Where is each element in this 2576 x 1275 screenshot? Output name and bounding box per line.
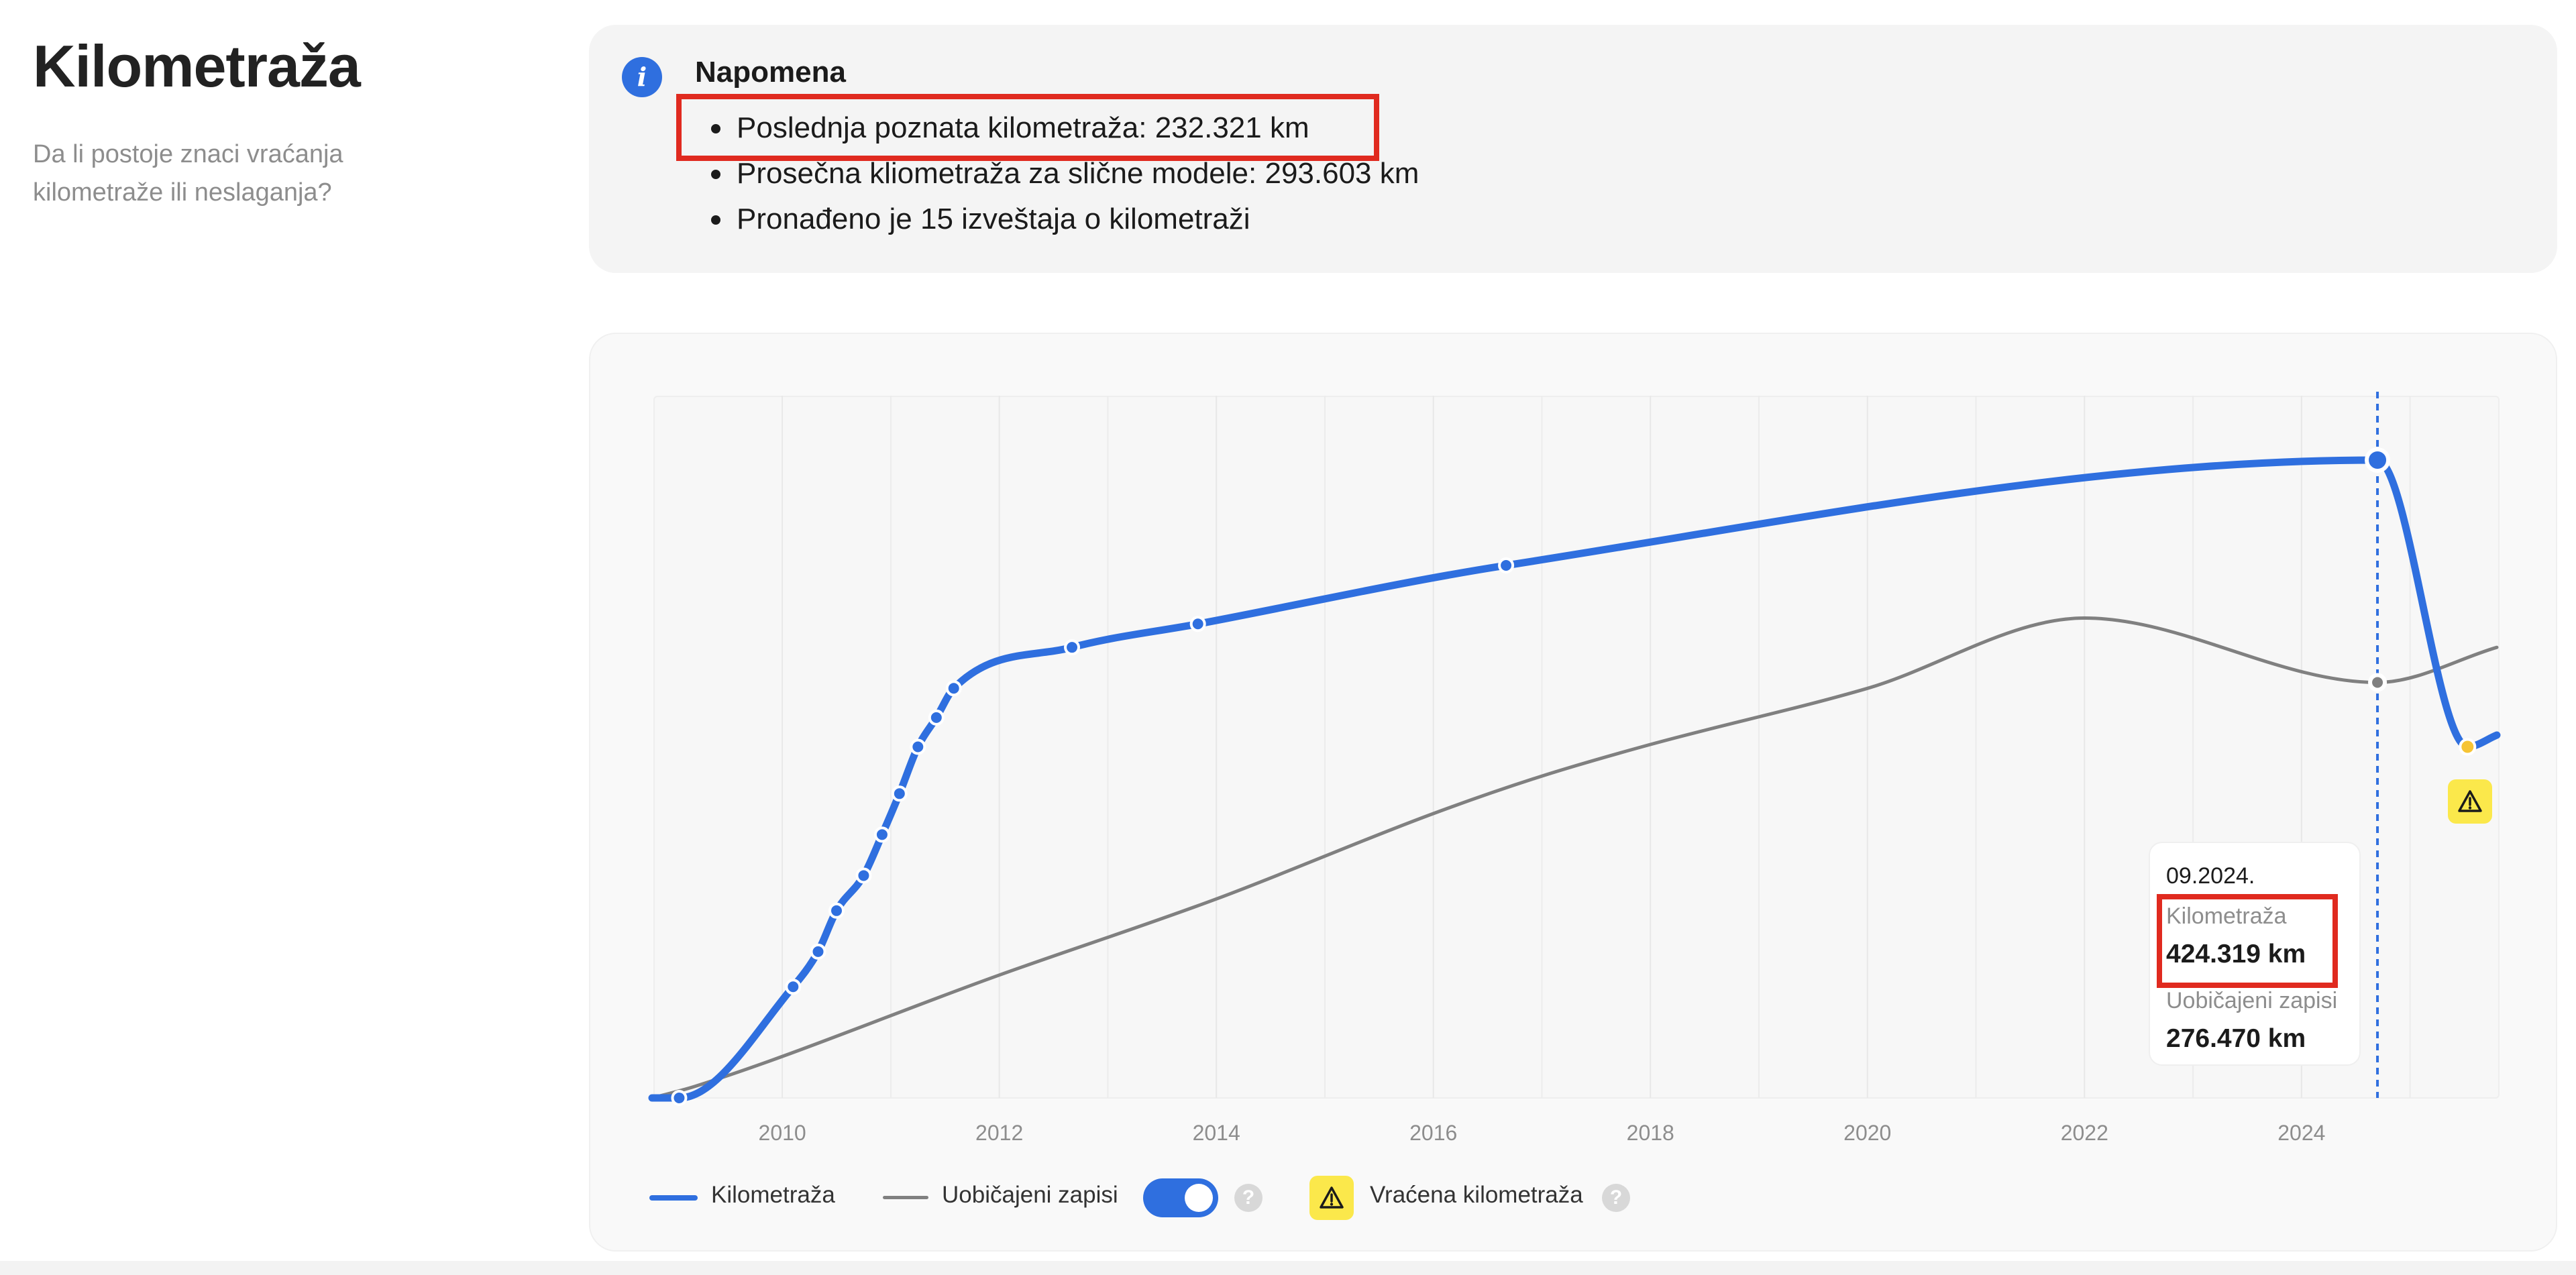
help-icon[interactable]: ?	[1234, 1184, 1263, 1212]
legend-mileage-label: Kilometraža	[711, 1182, 835, 1208]
mileage-point[interactable]	[873, 826, 890, 843]
mileage-point[interactable]	[1064, 639, 1081, 656]
tooltip-date: 09.2024.	[2166, 863, 2255, 889]
legend-rollback-label: Vraćena kilometraža	[1370, 1182, 1583, 1208]
rollback-point[interactable]	[2459, 738, 2477, 756]
x-tick-label: 2012	[975, 1121, 1023, 1145]
page-title: Kilometraža	[33, 33, 361, 99]
mileage-point[interactable]	[1498, 557, 1515, 574]
mileage-point[interactable]	[810, 943, 826, 960]
chart-markers	[671, 447, 2477, 1106]
chart-tooltip: 09.2024. Kilometraža 424.319 km Uobičaje…	[2149, 842, 2361, 1066]
mileage-chart-card	[589, 333, 2557, 1252]
mileage-point[interactable]	[945, 680, 962, 697]
legend-mileage-swatch	[649, 1195, 698, 1201]
help-icon[interactable]: ?	[1602, 1184, 1630, 1212]
notice-item-report-count: Pronađeno je 15 izveštaja o kilometraži	[708, 197, 1419, 242]
x-tick-label: 2022	[2061, 1121, 2108, 1145]
legend-typical-label: Uobičajeni zapisi	[942, 1182, 1118, 1208]
tooltip-typical-label: Uobičajeni zapisi	[2166, 988, 2338, 1013]
warning-icon	[1320, 1186, 1344, 1209]
highlight-box-last-mileage	[676, 94, 1379, 161]
x-tick-label: 2020	[1843, 1121, 1891, 1145]
x-tick-label: 2018	[1627, 1121, 1674, 1145]
legend-warning-badge	[1309, 1176, 1354, 1220]
tooltip-mileage-label: Kilometraža	[2166, 903, 2287, 929]
toggle-knob	[1185, 1184, 1213, 1212]
typical-records-point[interactable]	[2368, 673, 2387, 692]
tooltip-typical-value: 276.470 km	[2166, 1024, 2306, 1053]
x-tick-label: 2016	[1409, 1121, 1457, 1145]
legend-typical-swatch	[883, 1196, 928, 1199]
typical-records-toggle[interactable]	[1143, 1178, 1218, 1217]
bottom-divider	[0, 1261, 2576, 1275]
notice-list: Poslednja poznata kilometraža: 232.321 k…	[708, 105, 1419, 242]
typical-records-series-line	[650, 616, 2499, 1100]
notice-item-average-mileage: Prosečna kliometraža za slične modele: 2…	[708, 151, 1419, 197]
rollback-warning-badge[interactable]	[2448, 779, 2492, 824]
x-tick-label: 2024	[2277, 1121, 2325, 1145]
mileage-point[interactable]	[891, 785, 908, 802]
warning-icon	[2458, 790, 2482, 812]
mileage-point[interactable]	[928, 709, 945, 726]
mileage-point[interactable]	[855, 867, 872, 884]
x-tick-label: 2010	[759, 1121, 806, 1145]
highlight-box-tooltip-mileage	[2157, 894, 2338, 988]
notice-title: Napomena	[695, 56, 846, 89]
x-axis-ticks: 2010 2012 2014 2016 2018 2020 2022 2024	[759, 1121, 2326, 1145]
notice-panel: i Napomena Poslednja poznata kilometraža…	[589, 25, 2557, 273]
mileage-point[interactable]	[1189, 616, 1206, 632]
mileage-point[interactable]	[785, 979, 802, 995]
mileage-point[interactable]	[671, 1090, 688, 1106]
notice-item-last-mileage: Poslednja poznata kilometraža: 232.321 k…	[708, 105, 1419, 151]
x-tick-label: 2014	[1193, 1121, 1240, 1145]
page-subtitle: Da li postoje znaci vraćanja kilometraže…	[33, 140, 343, 207]
mileage-point[interactable]	[910, 738, 926, 755]
mileage-point[interactable]	[828, 902, 845, 919]
info-icon: i	[622, 57, 662, 97]
chart-grid	[782, 396, 2411, 1098]
mileage-point[interactable]	[2365, 447, 2391, 473]
tooltip-mileage-value: 424.319 km	[2166, 940, 2306, 968]
chart-legend: Kilometraža Uobičajeni zapisi ? Vraćena …	[649, 1170, 1656, 1224]
mileage-chart[interactable]: 2010 2012 2014 2016 2018 2020 2022 2024	[0, 0, 2576, 1180]
